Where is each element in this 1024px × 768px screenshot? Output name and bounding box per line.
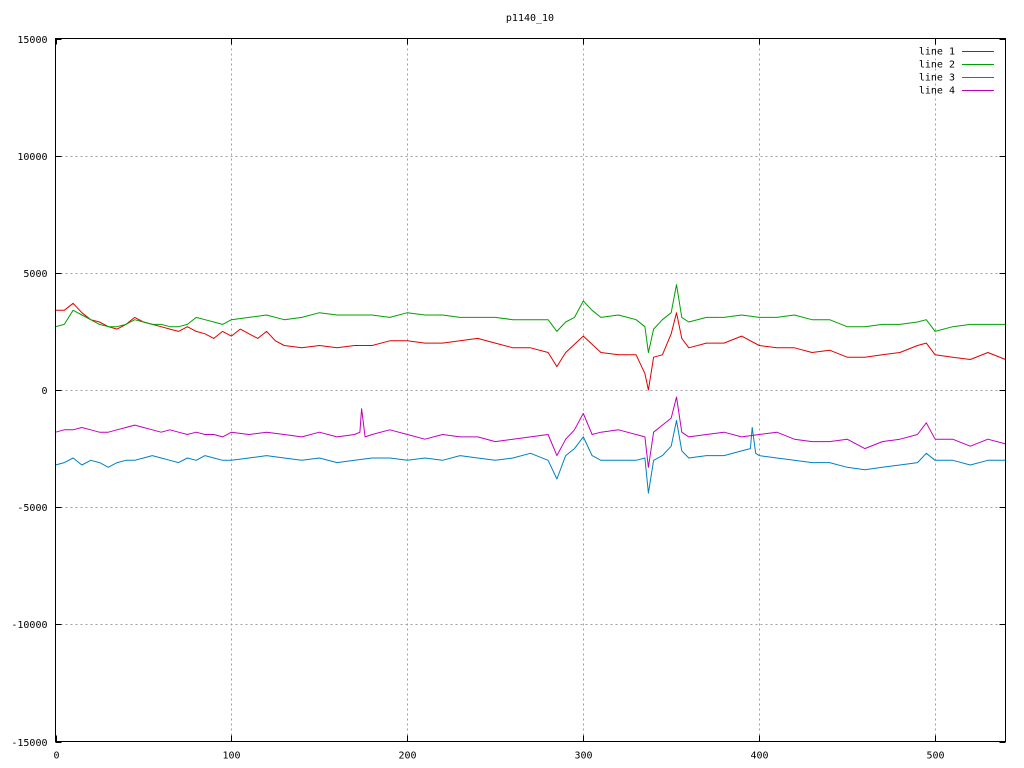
y-tick-label: 10000 <box>17 152 47 163</box>
series-layer <box>55 284 1006 494</box>
y-tick-label: -10000 <box>11 620 47 631</box>
legend: line 1 line 2 line 3 line 4 <box>919 47 994 97</box>
legend-label-1: line 1 <box>919 47 955 58</box>
y-tick-label: -15000 <box>11 738 47 749</box>
gridlines <box>55 38 1006 742</box>
x-tick-label: 500 <box>926 751 944 762</box>
y-tick-label: 5000 <box>23 269 47 280</box>
x-tick-label: 0 <box>53 751 59 762</box>
series-line-1 <box>55 302 1006 391</box>
y-tick-label: -5000 <box>17 503 47 514</box>
series-line-4 <box>55 396 1006 468</box>
x-tick-label: 400 <box>750 751 768 762</box>
x-tick-label: 100 <box>222 751 240 762</box>
axes: -15000 -10000 -5000 0 5000 10000 15000 0 100 200 3… <box>11 35 1006 762</box>
y-tick-label: 15000 <box>17 35 47 46</box>
chart-title: p1140_10 <box>506 13 554 24</box>
legend-label-2: line 2 <box>919 60 955 71</box>
legend-label-4: line 4 <box>919 86 955 97</box>
y-tick-label: 0 <box>41 386 47 397</box>
series-line-3 <box>55 420 1006 494</box>
x-tick-label: 200 <box>398 751 416 762</box>
legend-label-3: line 3 <box>919 73 955 84</box>
x-tick-label: 300 <box>574 751 592 762</box>
series-line-2 <box>55 284 1006 353</box>
